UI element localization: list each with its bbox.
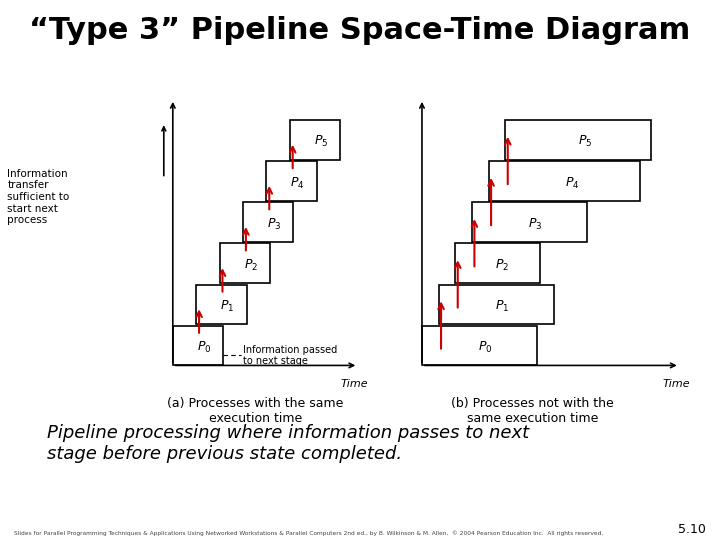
Text: Information passed
to next stage: Information passed to next stage [243, 345, 337, 366]
Text: Information
transfer
sufficient to
start next
process: Information transfer sufficient to start… [7, 169, 69, 225]
Text: $P_3$: $P_3$ [528, 217, 543, 232]
Bar [505, 120, 651, 160]
Text: $P_2$: $P_2$ [244, 258, 258, 273]
Text: $P_4$: $P_4$ [564, 176, 580, 191]
Text: (b) Processes not with the
same execution time: (b) Processes not with the same executio… [451, 397, 614, 425]
Text: $P_1$: $P_1$ [220, 299, 235, 314]
Text: Time: Time [663, 380, 690, 389]
Bar [220, 244, 270, 283]
Bar [455, 244, 540, 283]
Text: $P_5$: $P_5$ [578, 134, 593, 150]
Text: 5.10: 5.10 [678, 523, 706, 536]
Bar [173, 326, 223, 366]
Bar [472, 202, 588, 242]
Text: (a) Processes with the same
execution time: (a) Processes with the same execution ti… [168, 397, 343, 425]
Text: $P_0$: $P_0$ [197, 340, 211, 355]
Text: $P_2$: $P_2$ [495, 258, 509, 273]
Text: “Type 3” Pipeline Space-Time Diagram: “Type 3” Pipeline Space-Time Diagram [30, 16, 690, 45]
Text: Pipeline processing where information passes to next
stage before previous state: Pipeline processing where information pa… [47, 424, 529, 463]
Text: $P_0$: $P_0$ [478, 340, 492, 355]
Bar [422, 326, 537, 366]
Bar [289, 120, 341, 160]
Text: $P_4$: $P_4$ [290, 176, 305, 191]
Text: $P_1$: $P_1$ [495, 299, 509, 314]
Bar [489, 161, 640, 201]
Text: $P_5$: $P_5$ [314, 134, 328, 150]
Bar [266, 161, 317, 201]
Text: Slides for Parallel Programming Techniques & Applications Using Networked Workst: Slides for Parallel Programming Techniqu… [14, 530, 603, 536]
Bar [243, 202, 294, 242]
Bar [438, 285, 554, 325]
Bar [196, 285, 246, 325]
Text: $P_3$: $P_3$ [267, 217, 282, 232]
Text: Time: Time [341, 380, 369, 389]
